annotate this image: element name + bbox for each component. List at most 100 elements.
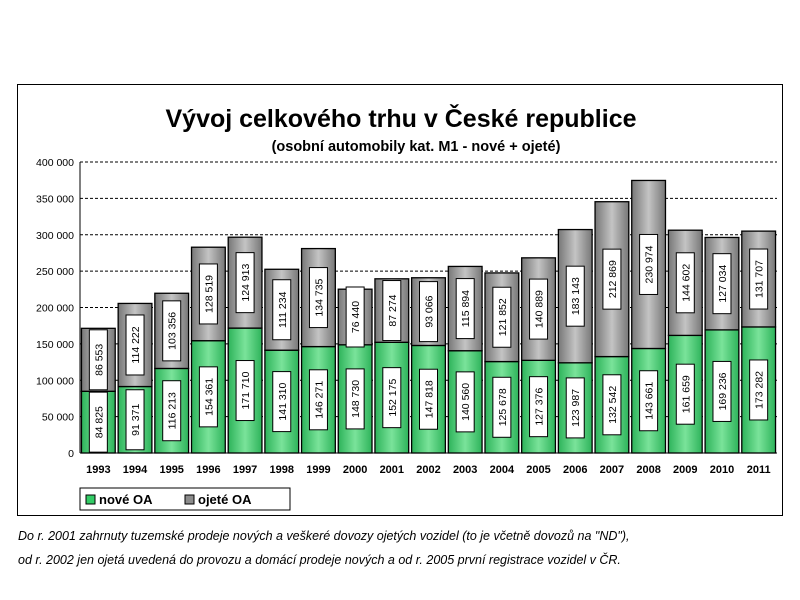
data-label: 111 234 — [277, 291, 289, 328]
data-label-box — [272, 279, 292, 341]
data-label: 154 361 — [203, 378, 215, 416]
data-label: 171 710 — [240, 371, 252, 409]
x-tick-label: 1996 — [196, 464, 220, 476]
data-label-box — [602, 374, 622, 436]
chart-title: Vývoj celkového trhu v České republice — [165, 103, 636, 133]
data-label: 128 519 — [203, 275, 215, 313]
data-label: 103 356 — [167, 312, 179, 350]
data-label: 115 894 — [460, 290, 472, 327]
data-label: 86 553 — [93, 344, 105, 376]
data-label: 121 852 — [497, 298, 509, 336]
data-label: 169 236 — [717, 372, 729, 410]
x-tick-label: 1998 — [270, 464, 294, 476]
x-tick-label: 2009 — [673, 464, 697, 476]
data-label-box — [565, 377, 585, 439]
data-label: 91 371 — [130, 404, 142, 436]
footnote-line-1: Do r. 2001 zahrnuty tuzemské prodeje nov… — [18, 529, 630, 543]
legend-label-ojete: ojeté OA — [198, 492, 252, 507]
data-label: 127 376 — [534, 388, 546, 426]
data-label-box — [419, 368, 438, 430]
data-label: 134 735 — [313, 278, 325, 316]
data-label: 124 913 — [240, 264, 252, 302]
y-tick-label: 200 000 — [36, 303, 74, 315]
data-label: 230 974 — [644, 245, 656, 283]
data-label-box — [88, 391, 108, 453]
data-label-box — [712, 253, 732, 315]
bar-nove — [521, 359, 557, 454]
data-label: 87 274 — [387, 294, 399, 326]
data-label: 148 730 — [350, 380, 362, 418]
data-label: 125 678 — [497, 388, 509, 426]
data-label-box — [749, 248, 769, 310]
data-label-box — [675, 252, 695, 314]
data-label: 123 987 — [570, 389, 582, 427]
legend-label-nove: nové OA — [99, 492, 153, 507]
data-label-box — [455, 278, 475, 340]
data-label: 144 602 — [680, 264, 692, 302]
x-tick-label: 2007 — [600, 464, 624, 476]
y-tick-label: 100 000 — [36, 375, 74, 387]
x-tick-label: 2003 — [453, 464, 477, 476]
x-tick-label: 2002 — [416, 464, 440, 476]
x-tick-label: 2008 — [636, 464, 660, 476]
data-label-box — [88, 329, 108, 391]
data-label: 116 213 — [167, 392, 179, 429]
x-tick-label: 1999 — [306, 464, 330, 476]
data-label: 93 066 — [424, 295, 436, 327]
x-tick-label: 2005 — [526, 464, 550, 476]
legend-swatch-nove — [85, 494, 96, 505]
data-label: 183 143 — [570, 277, 582, 315]
data-label-box — [529, 376, 549, 438]
data-label-box — [198, 366, 218, 428]
data-label: 146 271 — [313, 381, 325, 419]
data-label-box — [162, 380, 182, 442]
x-tick-label: 1995 — [159, 464, 183, 476]
bar-nove — [447, 350, 483, 454]
data-label-box — [162, 300, 182, 362]
y-tick-label: 0 — [68, 448, 74, 460]
data-label: 140 560 — [460, 383, 472, 421]
data-label-box — [749, 359, 769, 421]
chart-frame: Vývoj celkového trhu v České republice (o… — [17, 84, 783, 516]
y-tick-label: 300 000 — [36, 230, 74, 242]
data-label-box — [235, 360, 255, 422]
bar-nove — [227, 327, 263, 454]
data-label-box — [492, 376, 512, 438]
x-tick-label: 1994 — [123, 464, 148, 476]
x-tick-label: 2000 — [343, 464, 367, 476]
data-label: 141 310 — [277, 382, 289, 420]
data-label-box — [198, 263, 218, 325]
data-label: 152 175 — [387, 379, 399, 417]
x-tick-label: 2011 — [747, 464, 771, 476]
data-label-box — [492, 286, 512, 348]
data-label-box — [235, 252, 255, 314]
x-tick-label: 1993 — [86, 464, 110, 476]
data-label-box — [382, 280, 402, 342]
data-label: 140 889 — [534, 290, 546, 328]
data-label: 212 869 — [607, 260, 619, 298]
bar-nove — [704, 329, 740, 454]
data-label-box — [125, 314, 145, 376]
data-label-box — [419, 281, 438, 343]
data-label: 161 659 — [680, 375, 692, 413]
data-label: 84 825 — [93, 406, 105, 438]
data-label-box — [639, 370, 659, 432]
y-tick-label: 400 000 — [36, 157, 74, 169]
data-label-box — [639, 233, 659, 295]
data-label: 127 034 — [717, 265, 729, 303]
data-label-box — [712, 360, 732, 422]
data-label-box — [675, 363, 695, 425]
data-label-box — [602, 248, 622, 310]
y-tick-label: 150 000 — [36, 339, 74, 351]
footnote-line-2: od r. 2002 jen ojetá uvedená do provozu … — [18, 553, 621, 567]
x-tick-label: 2010 — [710, 464, 734, 476]
y-tick-label: 50 000 — [42, 412, 74, 424]
data-label-box — [382, 367, 402, 429]
data-label: 131 707 — [754, 260, 766, 298]
x-tick-label: 1997 — [233, 464, 257, 476]
data-label-box — [308, 267, 328, 329]
y-tick-label: 250 000 — [36, 266, 74, 278]
data-label-box — [345, 368, 365, 430]
x-tick-label: 2006 — [563, 464, 587, 476]
data-label: 173 282 — [754, 371, 766, 409]
